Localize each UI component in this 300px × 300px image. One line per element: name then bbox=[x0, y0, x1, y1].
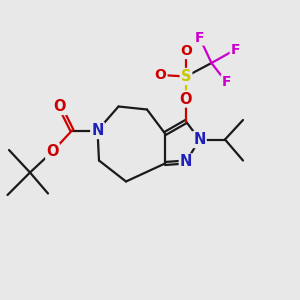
Text: O: O bbox=[154, 68, 166, 82]
Text: F: F bbox=[195, 31, 204, 44]
Text: N: N bbox=[91, 123, 104, 138]
Text: O: O bbox=[180, 44, 192, 58]
Text: F: F bbox=[222, 76, 231, 89]
Text: S: S bbox=[181, 69, 191, 84]
Text: O: O bbox=[46, 144, 59, 159]
Text: N: N bbox=[193, 132, 206, 147]
Text: F: F bbox=[231, 43, 240, 56]
Text: O: O bbox=[54, 99, 66, 114]
Text: O: O bbox=[180, 92, 192, 106]
Text: N: N bbox=[180, 154, 192, 169]
